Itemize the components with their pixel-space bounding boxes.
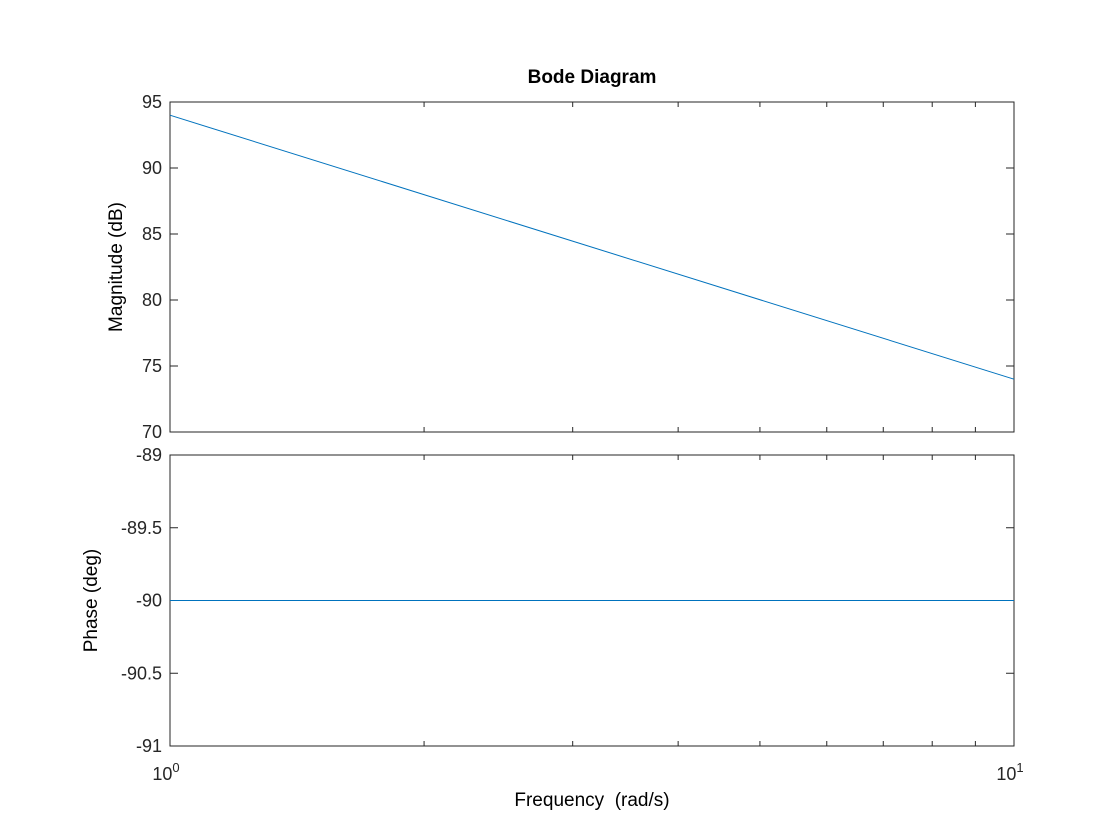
phase-ticks: -91 -90.5 -90 -89.5 -89 (121, 445, 1014, 756)
magnitude-ticks: 70 75 80 85 90 95 (142, 92, 1014, 442)
phase-ytick-label: -90 (136, 591, 162, 611)
phase-ytick-label: -91 (136, 736, 162, 756)
x-tick-label: 101 (996, 760, 1023, 784)
magnitude-ytick-label: 70 (142, 422, 162, 442)
magnitude-ylabel: Magnitude (dB) (106, 202, 127, 332)
magnitude-plot-frame (169, 101, 1015, 433)
x-tick-exponent: 0 (172, 760, 179, 775)
x-tick-label: 100 (152, 760, 179, 784)
phase-ytick-label: -89.5 (121, 518, 162, 538)
magnitude-axes: 70 75 80 85 90 95 Magnitude (dB) (106, 92, 1015, 442)
magnitude-ytick-label: 80 (142, 290, 162, 310)
x-tick-labels: 100 101 (152, 760, 1023, 784)
magnitude-ytick-label: 90 (142, 158, 162, 178)
phase-ytick-label: -90.5 (121, 663, 162, 683)
magnitude-ytick-label: 85 (142, 224, 162, 244)
x-tick-exponent: 1 (1016, 760, 1023, 775)
x-tick-base: 10 (152, 764, 172, 784)
phase-ytick-label: -89 (136, 445, 162, 465)
chart-title: Bode Diagram (528, 67, 657, 88)
x-axis-label: Frequency (rad/s) (514, 790, 669, 811)
phase-ylabel: Phase (deg) (81, 549, 102, 653)
magnitude-ytick-label: 95 (142, 92, 162, 112)
magnitude-ytick-label: 75 (142, 356, 162, 376)
x-tick-base: 10 (996, 764, 1016, 784)
phase-axes: -91 -90.5 -90 -89.5 -89 Phase (deg) (81, 445, 1015, 756)
magnitude-series-line (169, 114, 1015, 380)
